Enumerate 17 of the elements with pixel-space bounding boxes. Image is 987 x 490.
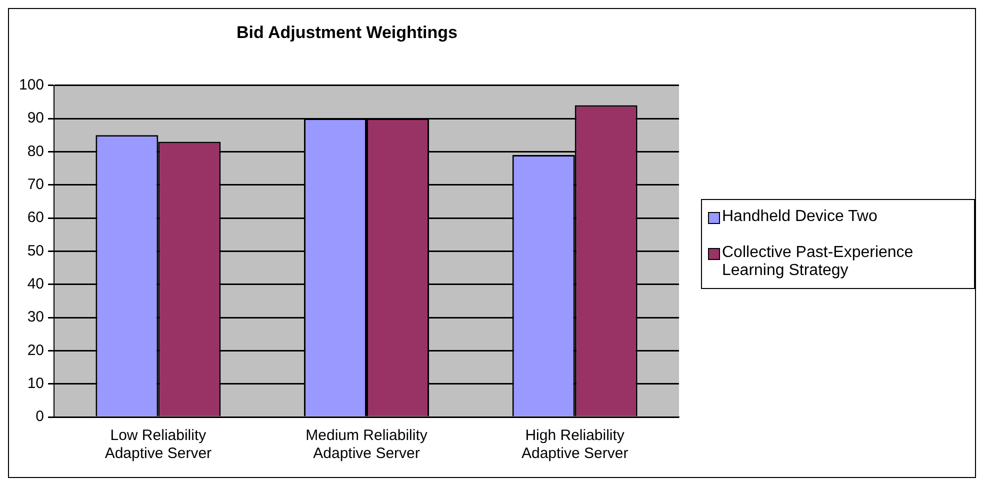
legend-label: Collective Past-Experience Learning Strategy: [722, 244, 914, 280]
y-tick-label: 40: [27, 276, 44, 292]
y-tick-label: 80: [27, 142, 44, 160]
x-tick-label: Medium Reliability Adaptive Server: [306, 427, 428, 462]
y-tick-label: 90: [27, 110, 44, 127]
x-tick-label: Low Reliability Adaptive Server: [104, 427, 212, 462]
y-tick-label: 50: [27, 242, 44, 260]
y-tick-label: 0: [36, 408, 44, 426]
y-tick-label: 100: [18, 76, 44, 94]
x-tick-label: High Reliability Adaptive Server: [521, 427, 628, 462]
y-tick-label: 20: [27, 342, 44, 359]
chart-title: Bid Adjustment Weightings: [236, 22, 458, 42]
y-tick-label: 60: [27, 209, 44, 226]
y-tick-label: 10: [27, 374, 44, 392]
y-tick-label: 70: [27, 176, 44, 194]
y-tick-label: 30: [27, 308, 44, 326]
legend-label: Handheld Device Two: [722, 208, 878, 226]
